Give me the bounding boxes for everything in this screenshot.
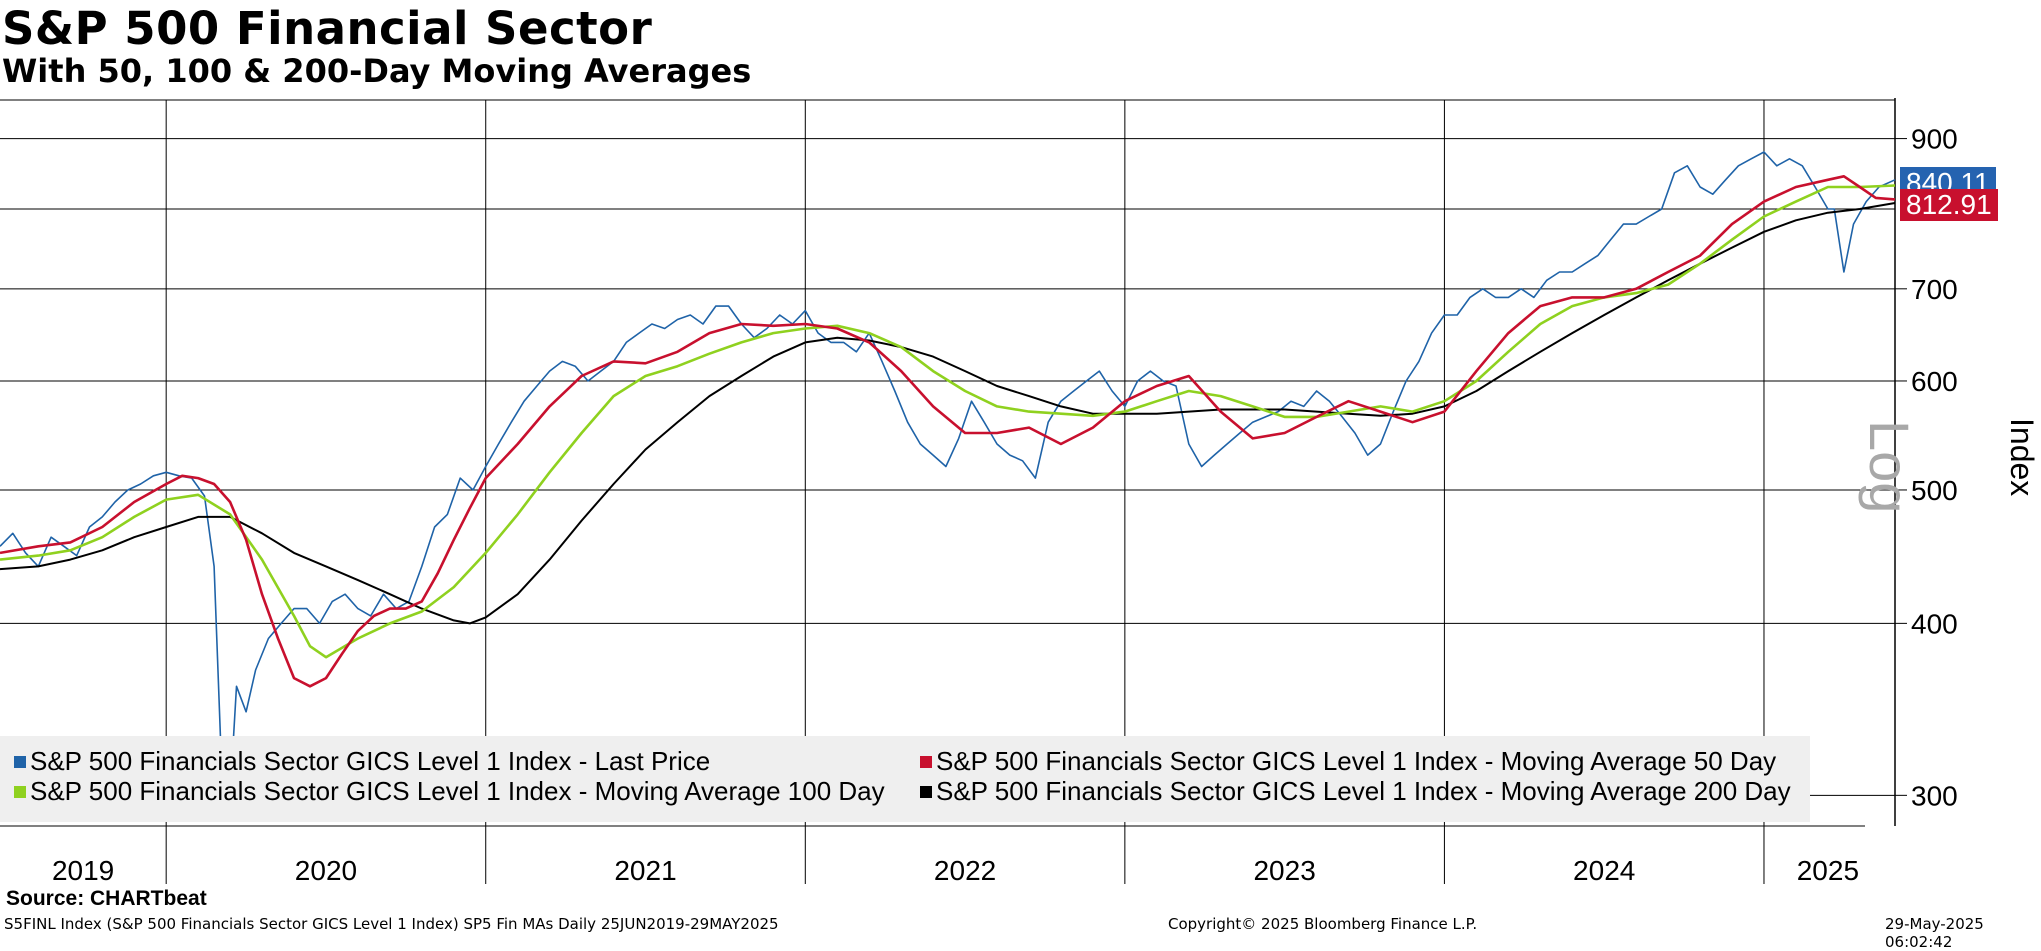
ma50-tag-value: 812.91 (1906, 189, 1992, 220)
year-label-2020: 2020 (295, 855, 357, 886)
legend-label-last-price: S&P 500 Financials Sector GICS Level 1 I… (30, 746, 710, 777)
legend-label-ma200: S&P 500 Financials Sector GICS Level 1 I… (936, 776, 1791, 807)
legend-swatch-ma200 (920, 786, 932, 798)
source-note: Source: CHARTbeat (6, 887, 207, 911)
year-label-2025: 2025 (1797, 855, 1859, 886)
series-line-ma200 (0, 203, 1895, 623)
chart-legend: S&P 500 Financials Sector GICS Level 1 I… (0, 736, 1810, 822)
tick-label-y-600: 600 (1911, 366, 1958, 397)
legend-item-ma100: S&P 500 Financials Sector GICS Level 1 I… (14, 776, 885, 807)
legend-item-ma50: S&P 500 Financials Sector GICS Level 1 I… (920, 746, 1776, 777)
copyright: Copyright© 2025 Bloomberg Finance L.P. (1168, 915, 1477, 933)
series-line-ma100 (0, 186, 1895, 658)
year-label-2019: 2019 (52, 855, 114, 886)
y-axis-label: Index (2003, 418, 2040, 496)
legend-item-ma200: S&P 500 Financials Sector GICS Level 1 I… (920, 776, 1791, 807)
legend-swatch-last-price (14, 756, 26, 768)
legend-swatch-ma50 (920, 756, 932, 768)
timestamp: 29-May-2025 06:02:42 (1885, 915, 2041, 951)
series-line-ma50 (0, 176, 1895, 686)
legend-swatch-ma100 (14, 786, 26, 798)
legend-item-last-price: S&P 500 Financials Sector GICS Level 1 I… (14, 746, 710, 777)
year-label-2021: 2021 (614, 855, 676, 886)
legend-label-ma50: S&P 500 Financials Sector GICS Level 1 I… (936, 746, 1776, 777)
log-scale-label: Log (1857, 420, 1922, 513)
series-line-last_price (0, 152, 1895, 795)
legend-label-ma100: S&P 500 Financials Sector GICS Level 1 I… (30, 776, 885, 807)
year-label-2023: 2023 (1253, 855, 1315, 886)
year-label-2022: 2022 (934, 855, 996, 886)
year-label-2024: 2024 (1573, 855, 1635, 886)
tick-label-y-400: 400 (1911, 608, 1958, 639)
tick-label-y-700: 700 (1911, 274, 1958, 305)
tick-label-y-900: 900 (1911, 124, 1958, 155)
tick-label-y-300: 300 (1911, 780, 1958, 811)
ticker-info: S5FINL Index (S&P 500 Financials Sector … (4, 915, 779, 933)
ma50-tag: 812.91 (1900, 189, 1998, 221)
